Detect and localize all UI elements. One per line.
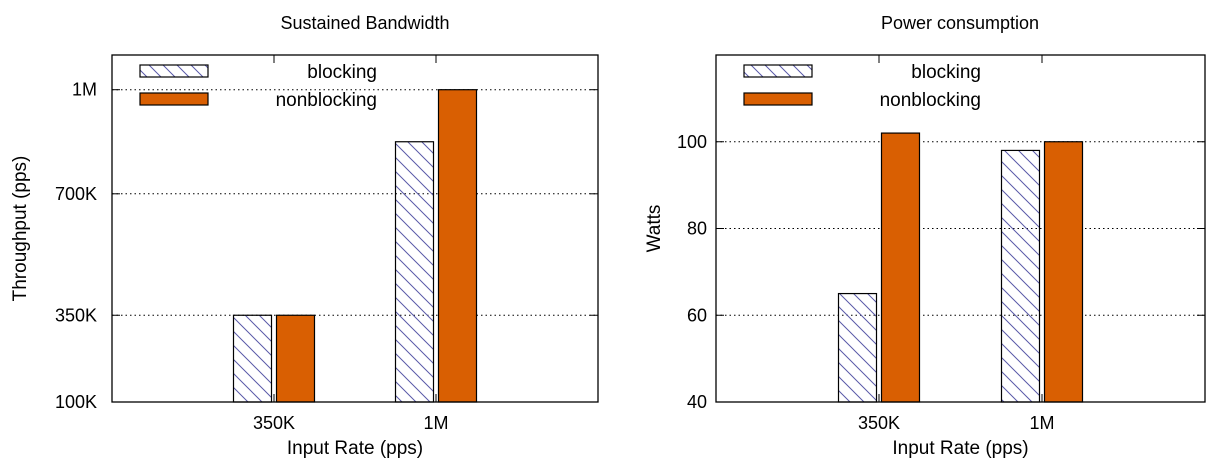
- y-tick-label: 60: [687, 305, 707, 325]
- x-tick-label: 1M: [423, 413, 448, 433]
- y-tick-label: 700K: [55, 184, 97, 204]
- bar-blocking-1M: [394, 141, 435, 403]
- legend-swatch-blocking: [139, 64, 209, 78]
- x-axis-label: Input Rate (pps): [287, 438, 423, 459]
- y-axis-label: Throughput (pps): [10, 156, 31, 302]
- bar-nonblocking-350K: [275, 314, 316, 403]
- bar-blocking-1M: [1000, 149, 1041, 403]
- y-tick-label: 100K: [55, 392, 97, 412]
- legend-label-blocking: blocking: [307, 62, 377, 83]
- x-axis-label: Input Rate (pps): [892, 438, 1028, 459]
- bar-nonblocking-1M: [437, 89, 478, 403]
- legend-swatch-blocking: [743, 64, 813, 78]
- chart-title: Sustained Bandwidth: [280, 13, 449, 33]
- y-tick-label: 100: [677, 132, 707, 152]
- legend-label-nonblocking: nonblocking: [276, 90, 377, 111]
- legend-swatch-nonblocking: [139, 92, 209, 106]
- y-tick-label: 350K: [55, 305, 97, 325]
- chart-title: Power consumption: [881, 13, 1039, 33]
- bar-blocking-350K: [837, 292, 878, 403]
- y-tick-label: 1M: [72, 80, 97, 100]
- y-tick-label: 40: [687, 392, 707, 412]
- x-tick-label: 1M: [1029, 413, 1054, 433]
- bar-nonblocking-350K: [880, 132, 921, 403]
- legend-swatch-nonblocking: [743, 92, 813, 106]
- legend-label-blocking: blocking: [911, 62, 981, 83]
- x-tick-label: 350K: [253, 413, 295, 433]
- y-axis-label: Watts: [644, 205, 665, 253]
- x-tick-label: 350K: [858, 413, 900, 433]
- y-tick-label: 80: [687, 219, 707, 239]
- legend-label-nonblocking: nonblocking: [880, 90, 981, 111]
- bar-blocking-350K: [232, 314, 273, 403]
- bar-nonblocking-1M: [1043, 141, 1084, 403]
- plot-frame: [111, 54, 599, 403]
